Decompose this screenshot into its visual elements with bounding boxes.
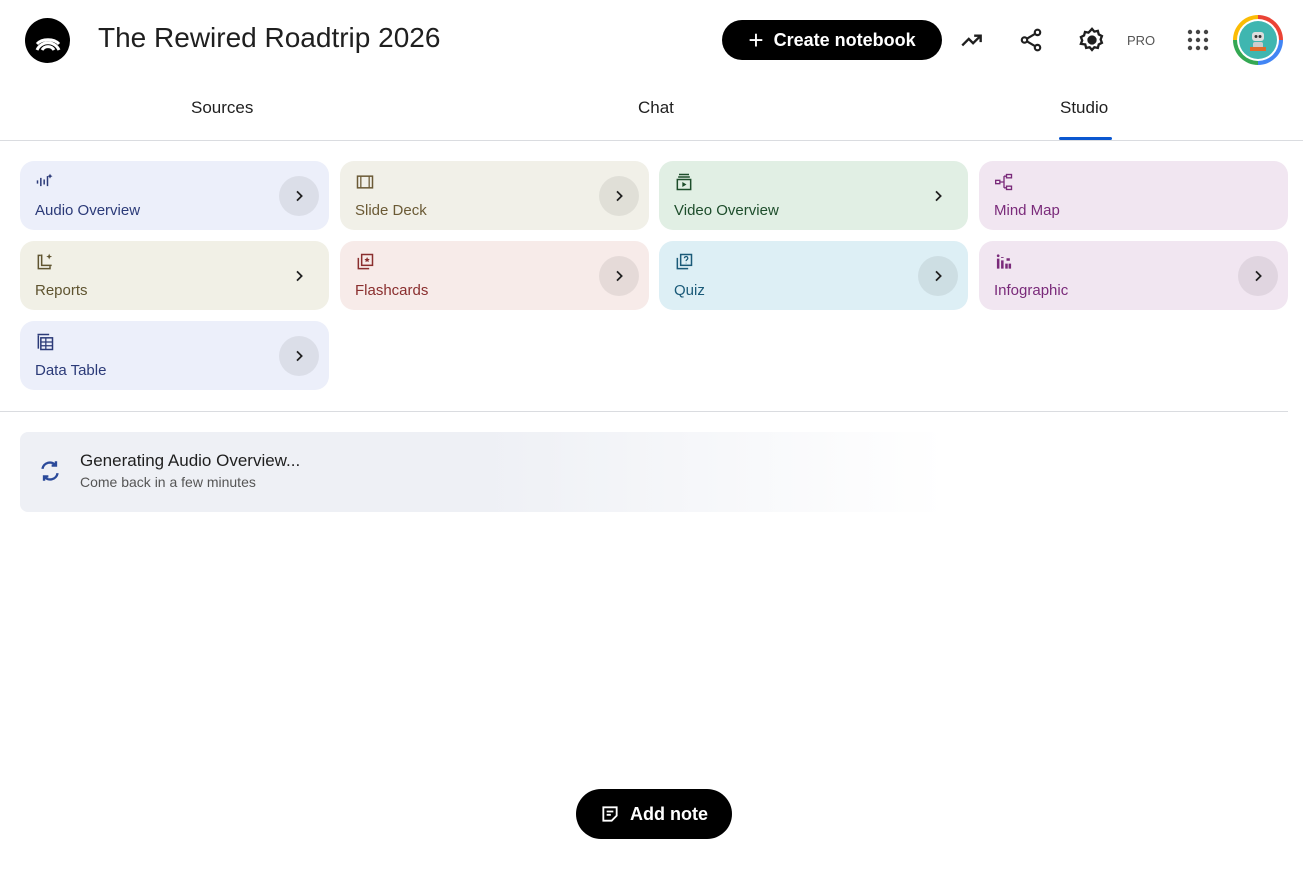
studio-card-infographic[interactable]: Infographic xyxy=(979,241,1288,310)
plus-icon: + xyxy=(748,25,764,55)
studio-card-flashcards[interactable]: Flashcards xyxy=(340,241,649,310)
video-icon xyxy=(676,173,692,191)
generating-title: Generating Audio Overview... xyxy=(80,451,301,470)
studio-card-data-table[interactable]: Data Table xyxy=(20,321,329,390)
chevron-right-button[interactable] xyxy=(599,176,639,216)
generating-subtitle: Come back in a few minutes xyxy=(80,474,256,490)
chevron-right-button[interactable] xyxy=(599,256,639,296)
studio-card-label: Reports xyxy=(35,282,88,299)
chevron-right-icon xyxy=(296,270,303,282)
chevron-right-icon xyxy=(296,190,303,202)
studio-card-label: Quiz xyxy=(674,282,705,299)
notebook-logo-icon xyxy=(35,37,60,51)
studio-card-label: Audio Overview xyxy=(35,202,141,219)
chevron-right-button[interactable] xyxy=(918,256,958,296)
mind-map-icon xyxy=(995,173,1013,191)
slides-icon xyxy=(356,175,374,189)
studio-card-reports[interactable]: Reports xyxy=(20,241,329,310)
apps-grid-icon[interactable] xyxy=(1183,25,1213,55)
add-note-label: Add note xyxy=(630,803,708,824)
chevron-right-icon xyxy=(296,350,303,362)
add-note-button[interactable]: Add note xyxy=(576,789,732,839)
studio-card-label: Data Table xyxy=(35,362,107,379)
studio-card-label: Mind Map xyxy=(994,202,1060,219)
tab-divider xyxy=(0,140,1303,141)
reports-icon xyxy=(37,253,53,270)
chevron-right-button[interactable] xyxy=(918,176,958,216)
studio-card-label: Slide Deck xyxy=(355,202,427,219)
studio-card-quiz[interactable]: Quiz xyxy=(659,241,968,310)
tab-sources[interactable]: Sources xyxy=(191,98,254,117)
section-divider xyxy=(0,411,1288,412)
studio-card-slide-deck[interactable]: Slide Deck xyxy=(340,161,649,230)
generating-status-card: Generating Audio Overview... Come back i… xyxy=(20,432,945,512)
sync-icon xyxy=(41,461,59,481)
notebook-title[interactable]: The Rewired Roadtrip 2026 xyxy=(98,22,441,53)
quiz-icon xyxy=(676,253,693,270)
chevron-right-button[interactable] xyxy=(279,256,319,296)
tab-studio[interactable]: Studio xyxy=(1060,98,1109,117)
chevron-right-button[interactable] xyxy=(279,336,319,376)
studio-card-mind-map[interactable]: Mind Map xyxy=(979,161,1288,230)
create-notebook-button[interactable]: + Create notebook xyxy=(722,20,942,60)
studio-card-label: Flashcards xyxy=(355,282,429,299)
studio-card-video-overview[interactable]: Video Overview xyxy=(659,161,968,230)
chevron-right-icon xyxy=(1255,270,1262,282)
tab-chat[interactable]: Chat xyxy=(638,98,674,117)
infographic-icon xyxy=(996,254,1012,269)
studio-card-audio-overview[interactable]: Audio Overview xyxy=(20,161,329,230)
studio-card-label: Infographic xyxy=(994,282,1069,299)
studio-card-label: Video Overview xyxy=(674,202,779,219)
audio-waveform-icon xyxy=(36,173,53,187)
robot-avatar-icon xyxy=(1239,21,1277,59)
chevron-right-icon xyxy=(616,190,623,202)
analytics-icon[interactable] xyxy=(957,25,987,55)
pro-badge: PRO xyxy=(1127,33,1156,48)
create-notebook-label: Create notebook xyxy=(773,29,916,50)
gear-icon[interactable] xyxy=(1077,25,1107,55)
note-icon xyxy=(602,806,618,822)
chevron-right-icon xyxy=(616,270,623,282)
app-logo[interactable] xyxy=(25,18,70,63)
share-icon[interactable] xyxy=(1016,25,1046,55)
flashcards-icon xyxy=(357,253,374,270)
chevron-right-icon xyxy=(935,270,942,282)
avatar[interactable] xyxy=(1233,15,1283,65)
tab-selected-indicator xyxy=(1059,137,1112,140)
chevron-right-icon xyxy=(935,190,942,202)
chevron-right-button[interactable] xyxy=(1238,256,1278,296)
chevron-right-button[interactable] xyxy=(279,176,319,216)
data-table-icon xyxy=(37,333,54,351)
